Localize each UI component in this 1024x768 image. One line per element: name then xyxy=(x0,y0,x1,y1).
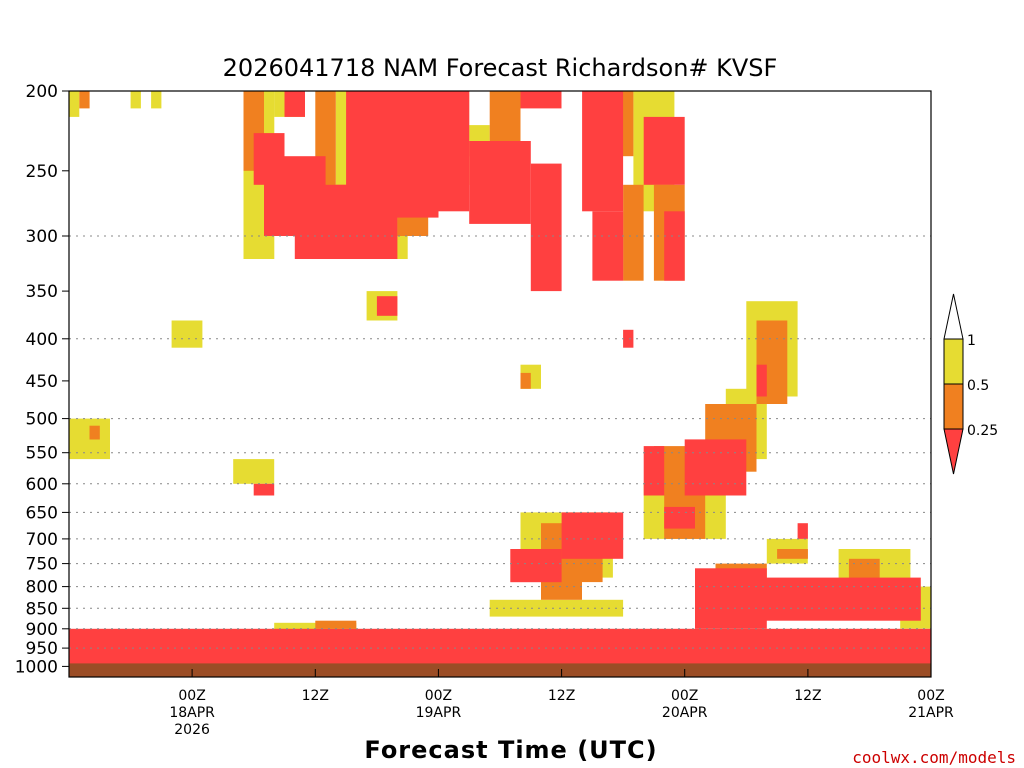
y-tick-label-1000: 1000 xyxy=(15,657,58,677)
richardson-red-region xyxy=(69,628,931,667)
y-tick-label-450: 450 xyxy=(26,372,58,392)
y-tick-label-650: 650 xyxy=(26,503,58,523)
richardson-yellow-region xyxy=(130,91,141,109)
richardson-yellow-region xyxy=(69,91,80,117)
y-tick-label-500: 500 xyxy=(26,410,58,430)
x-tick-label-0-0: 00Z xyxy=(178,688,205,704)
richardson-orange-region xyxy=(848,558,880,583)
y-tick-label-950: 950 xyxy=(26,639,58,659)
legend-label-0-5: 0.5 xyxy=(967,378,989,394)
x-tick-label-2-0: 00Z xyxy=(425,688,452,704)
richardson-yellow-region xyxy=(274,622,357,631)
x-tick-label-2-1: 19APR xyxy=(416,705,462,721)
y-tick-label-600: 600 xyxy=(26,475,58,495)
y-axis-ticks: 200 250 300 350 400 450 500 550 600 650 700 750 8008… xyxy=(15,82,69,677)
richardson-red-region xyxy=(530,163,562,292)
richardson-red-region xyxy=(756,364,767,397)
legend-bottom-arrow-red xyxy=(943,428,964,475)
y-tick-label-700: 700 xyxy=(26,530,58,550)
y-tick-label-550: 550 xyxy=(26,444,58,464)
x-tick-label-4-0: 00Z xyxy=(671,688,698,704)
y-tick-label-800: 800 xyxy=(26,578,58,598)
richardson-orange-region xyxy=(79,91,90,109)
richardson-red-region xyxy=(561,512,624,559)
x-tick-label-3-0: 12Z xyxy=(548,688,575,704)
richardson-yellow-region xyxy=(171,320,203,348)
legend-swatch-orange xyxy=(943,383,964,430)
y-tick-label-350: 350 xyxy=(26,282,58,302)
legend-swatch-yellow xyxy=(943,338,964,385)
richardson-red-region xyxy=(664,506,695,529)
x-tick-label-0-2: 2026 xyxy=(174,722,210,738)
source-credit: coolwx.com/models xyxy=(852,748,1016,767)
plot-frame xyxy=(68,90,932,678)
y-tick-label-850: 850 xyxy=(26,599,58,619)
richardson-red-region xyxy=(643,116,685,185)
legend: 1 0.5 0.25 xyxy=(943,293,998,475)
richardson-red-region xyxy=(407,141,439,205)
richardson-red-region xyxy=(623,329,634,348)
richardson-red-region xyxy=(284,91,305,117)
richardson-orange-region xyxy=(520,372,531,389)
richardson-orange-region xyxy=(623,184,644,281)
x-tick-label-0-1: 18APR xyxy=(169,705,215,721)
y-tick-label-750: 750 xyxy=(26,555,58,575)
y-tick-label-300: 300 xyxy=(26,227,58,247)
richardson-orange-region xyxy=(89,425,100,440)
richardson-orange-region xyxy=(777,549,808,559)
legend-label-1: 1 xyxy=(967,333,976,349)
richardson-red-region xyxy=(253,483,275,496)
x-axis-label: Forecast Time (UTC) xyxy=(364,736,657,764)
x-tick-label-1-0: 12Z xyxy=(302,688,329,704)
richardson-red-region xyxy=(510,549,562,583)
richardson-red-region xyxy=(746,577,921,621)
x-tick-label-4-1: 20APR xyxy=(662,705,708,721)
richardson-yellow-region xyxy=(233,459,275,484)
richardson-yellow-region xyxy=(151,91,162,109)
legend-label-0-25: 0.25 xyxy=(967,423,998,439)
richardson-red-region xyxy=(664,211,685,281)
plot-fill-layer xyxy=(69,91,931,677)
richardson-red-region xyxy=(469,141,531,224)
y-tick-label-400: 400 xyxy=(26,330,58,350)
richardson-yellow-region xyxy=(489,599,624,617)
x-tick-label-6-1: 21APR xyxy=(908,705,954,721)
ground-fill xyxy=(69,663,931,677)
richardson-red-region xyxy=(643,446,665,496)
richardson-red-region xyxy=(582,91,624,212)
y-tick-label-900: 900 xyxy=(26,620,58,640)
richardson-red-region xyxy=(335,184,398,259)
chart-title: 2026041718 NAM Forecast Richardson# KVSF xyxy=(223,54,778,82)
richardson-red-region xyxy=(376,296,398,316)
richardson-red-region xyxy=(684,439,747,496)
y-tick-label-250: 250 xyxy=(26,162,58,182)
x-tick-label-6-0: 00Z xyxy=(917,688,944,704)
richardson-red-region xyxy=(797,523,808,539)
richardson-red-region xyxy=(592,211,624,281)
richardson-red-region xyxy=(520,91,562,109)
richardson-orange-region xyxy=(315,620,357,629)
y-tick-label-200: 200 xyxy=(26,82,58,102)
richardson-red-region xyxy=(438,91,470,212)
x-tick-label-5-0: 12Z xyxy=(794,688,821,704)
